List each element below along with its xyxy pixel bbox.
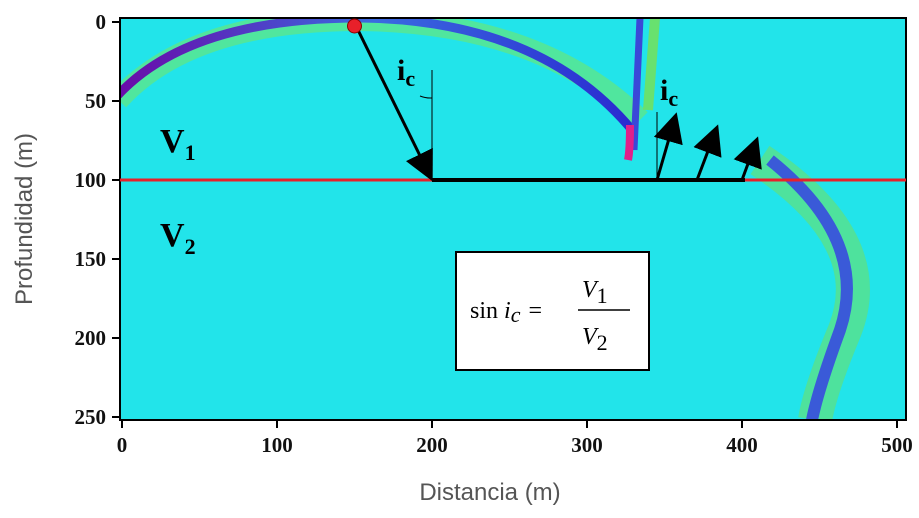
x-tick-label: 100 <box>261 433 293 457</box>
transmitted-wave <box>766 155 853 420</box>
wave-focus <box>624 124 634 161</box>
angle-label: ic <box>660 74 678 111</box>
angle-label: ic <box>397 54 415 91</box>
head-ray <box>653 112 683 181</box>
source-point <box>347 18 362 34</box>
plot-frame <box>119 17 907 421</box>
formula-box <box>455 251 650 371</box>
formula-denominator: V2 <box>582 324 608 355</box>
x-tick-label: 0 <box>117 433 128 457</box>
x-tick-label: 300 <box>571 433 603 457</box>
layer-label: V1 <box>160 123 196 165</box>
y-tick-label: 150 <box>75 247 107 271</box>
y-tick-label: 0 <box>96 10 107 34</box>
y-tick-label: 50 <box>85 89 106 113</box>
head-wave <box>630 18 644 151</box>
head-ray <box>733 136 762 181</box>
head-wave-halo <box>643 18 660 111</box>
y-tick-label: 250 <box>75 405 107 429</box>
incident-ray <box>355 27 433 182</box>
y-tick-label: 200 <box>75 326 107 350</box>
formula-lhs: sin ic = <box>470 298 542 327</box>
y-tick-label: 100 <box>75 168 107 192</box>
formula-numerator: V1 <box>582 277 608 308</box>
x-tick-label: 200 <box>416 433 448 457</box>
angle-arc <box>419 95 433 99</box>
y-axis-label: Profundidad (m) <box>11 133 38 305</box>
head-ray <box>693 124 722 181</box>
x-axis-label: Distancia (m) <box>419 479 560 506</box>
layer-label: V2 <box>160 217 196 259</box>
x-tick-label: 500 <box>881 433 913 457</box>
x-tick-label: 400 <box>726 433 758 457</box>
